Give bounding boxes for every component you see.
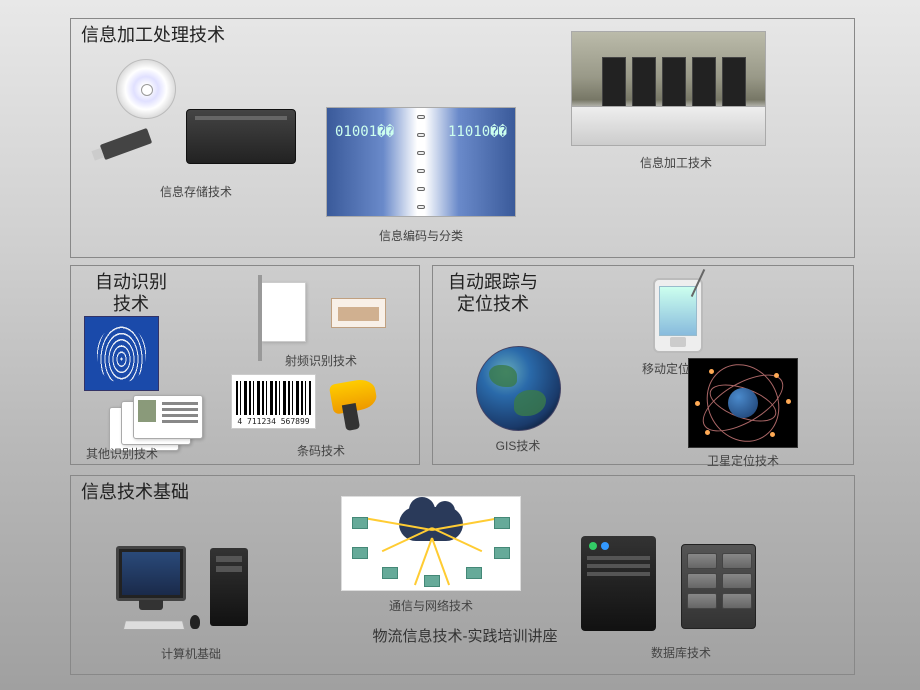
label-coding: 信息编码与分类 <box>326 227 516 244</box>
panel-auto-track: 自动跟踪与 定位技术 移动定位技术 GIS技术 卫星定位技术 <box>432 265 854 465</box>
item-rfid: 射频识别技术 <box>231 278 411 369</box>
rfid-reader-icon <box>261 282 306 342</box>
item-coding: 信息编码与分类 <box>326 107 516 244</box>
label-network: 通信与网络技术 <box>326 597 536 614</box>
label-sat: 卫星定位技术 <box>658 452 828 469</box>
fingerprint-icon <box>84 316 159 391</box>
item-database: 数据库技术 <box>571 536 791 661</box>
item-barcode: 4 711234 567899 条码技术 <box>231 374 411 459</box>
server-tower-icon <box>581 536 656 631</box>
item-other-ident <box>79 316 209 455</box>
label-barcode: 条码技术 <box>231 442 411 459</box>
panel-title-ident: 自动识别 技术 <box>71 266 191 321</box>
panel-auto-ident: 自动识别 技术 其他识别技术 射频识别技术 4 711234 567899 条码… <box>70 265 420 465</box>
panel-title-track: 自动跟踪与 定位技术 <box>433 266 553 321</box>
item-satellite: 卫星定位技术 <box>658 358 828 469</box>
item-gis: GIS技术 <box>458 346 578 454</box>
cd-icon <box>116 59 176 119</box>
label-database: 数据库技术 <box>571 644 791 661</box>
barcode-icon: 4 711234 567899 <box>231 374 316 429</box>
footer-title: 物流信息技术-实践培训讲座 <box>335 625 595 646</box>
item-process: 信息加工技术 <box>571 31 781 171</box>
label-process: 信息加工技术 <box>571 154 781 171</box>
item-storage: 信息存储技术 <box>91 54 301 200</box>
network-cloud-icon <box>341 496 521 591</box>
pda-icon <box>653 278 703 353</box>
serverroom-icon <box>571 31 766 146</box>
label-storage: 信息存储技术 <box>91 183 301 200</box>
scanner-icon <box>326 376 391 431</box>
nas-icon <box>681 544 756 629</box>
panel-info-processing: 信息加工处理技术 信息存储技术 信息编码与分类 信息加工技术 <box>70 18 855 258</box>
barcode-number: 4 711234 567899 <box>236 417 311 426</box>
label-computer: 计算机基础 <box>106 645 276 662</box>
rfid-tag-icon <box>331 298 386 328</box>
item-computer: 计算机基础 <box>106 546 276 662</box>
label-gis: GIS技术 <box>458 437 578 454</box>
label-other: 其他识别技术 <box>86 445 158 462</box>
usb-icon <box>100 128 152 160</box>
item-network: 通信与网络技术 <box>326 496 536 614</box>
binary-book-icon <box>326 107 516 217</box>
computer-icon <box>116 546 266 631</box>
harddrive-icon <box>186 109 296 164</box>
globe-icon <box>476 346 561 431</box>
satellite-icon <box>688 358 798 448</box>
